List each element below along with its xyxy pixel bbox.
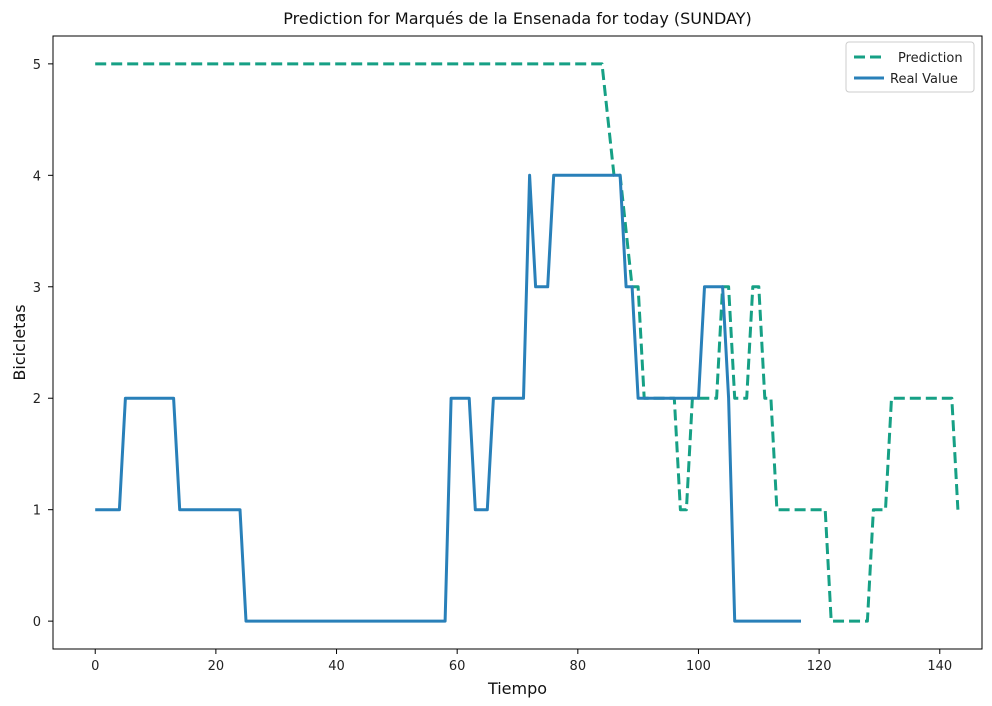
x-tick-label: 0 (91, 659, 99, 674)
y-tick-label: 0 (33, 615, 41, 630)
chart-title: Prediction for Marqués de la Ensenada fo… (283, 9, 751, 28)
legend: Prediction Real Value (845, 41, 975, 93)
legend-label: Prediction (898, 51, 963, 66)
x-tick-label: 40 (328, 659, 345, 674)
y-axis-title: Bicicletas (10, 304, 29, 380)
series-layer (95, 62, 960, 623)
x-tick-label: 60 (449, 659, 466, 674)
legend-label: Real Value (890, 72, 958, 87)
x-tick-label: 120 (807, 659, 832, 674)
y-tick-label: 4 (33, 169, 41, 184)
x-tick-label: 80 (570, 659, 587, 674)
y-tick-label: 1 (33, 504, 41, 519)
y-tick-label: 5 (33, 58, 41, 73)
x-axis: 0 20 40 60 80 100 120 140 (91, 649, 952, 674)
x-tick-label: 100 (686, 659, 711, 674)
x-tick-label: 140 (927, 659, 952, 674)
y-axis: 0 1 2 3 4 5 (33, 58, 53, 630)
x-tick-label: 20 (208, 659, 225, 674)
y-tick-label: 2 (33, 392, 41, 407)
series-line-prediction (95, 62, 960, 623)
plot-area-frame (52, 35, 983, 650)
series-line-real-value (95, 173, 801, 623)
x-axis-title: Tiempo (487, 679, 547, 698)
y-tick-label: 3 (33, 281, 41, 296)
